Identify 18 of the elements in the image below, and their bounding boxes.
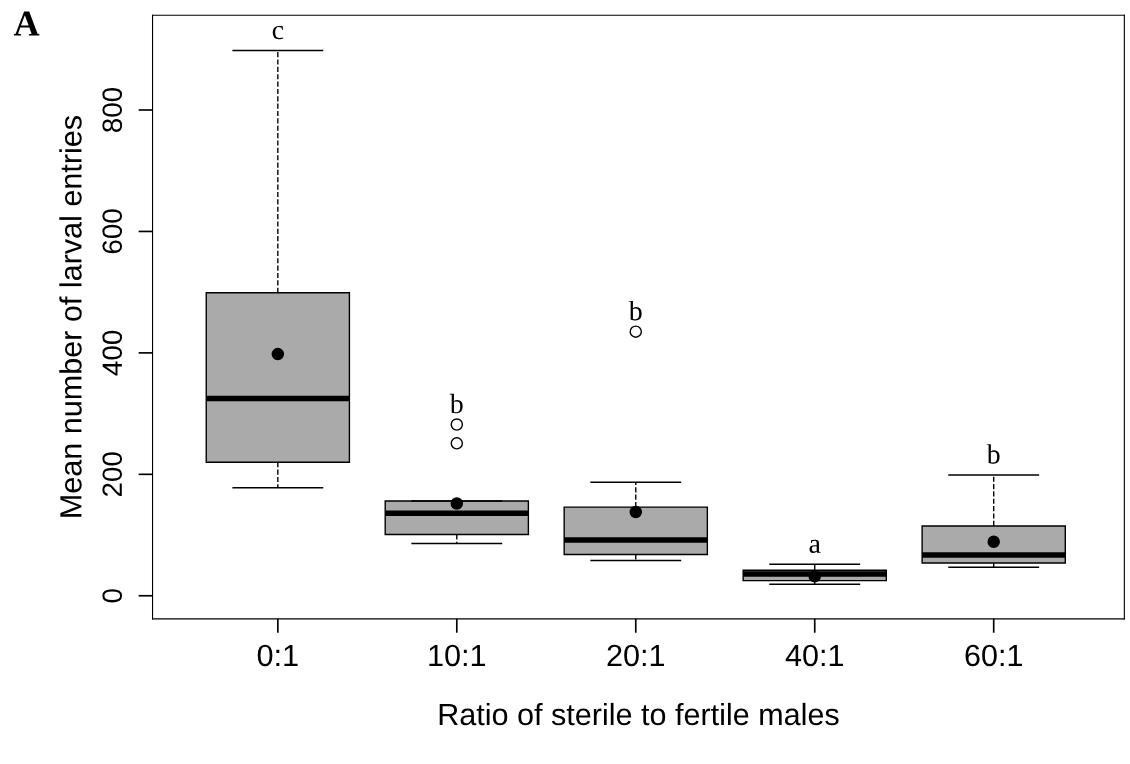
y-tick-label: 800	[102, 87, 123, 132]
y-axis-title: Mean number of larval entries	[59, 116, 82, 517]
x-tick-label: 0:1	[257, 644, 298, 667]
x-axis-title: Ratio of sterile to fertile males	[439, 702, 839, 726]
x-tick-label: 10:1	[429, 644, 486, 667]
annotation: b	[628, 300, 642, 321]
y-tick-label: 200	[102, 452, 123, 497]
y-tick-label: 0	[102, 589, 123, 603]
y-tick-label: 600	[102, 209, 123, 254]
y-tick-label: 400	[102, 330, 123, 376]
x-tick-label: 20:1	[607, 644, 665, 667]
annotation: b	[449, 393, 463, 414]
annotation: c	[272, 25, 284, 40]
annotation: a	[809, 539, 821, 553]
x-tick-label: 40:1	[785, 644, 843, 667]
x-tick-label: 60:1	[965, 644, 1022, 667]
text: A	[13, 11, 40, 36]
annotation: b	[986, 444, 1000, 464]
